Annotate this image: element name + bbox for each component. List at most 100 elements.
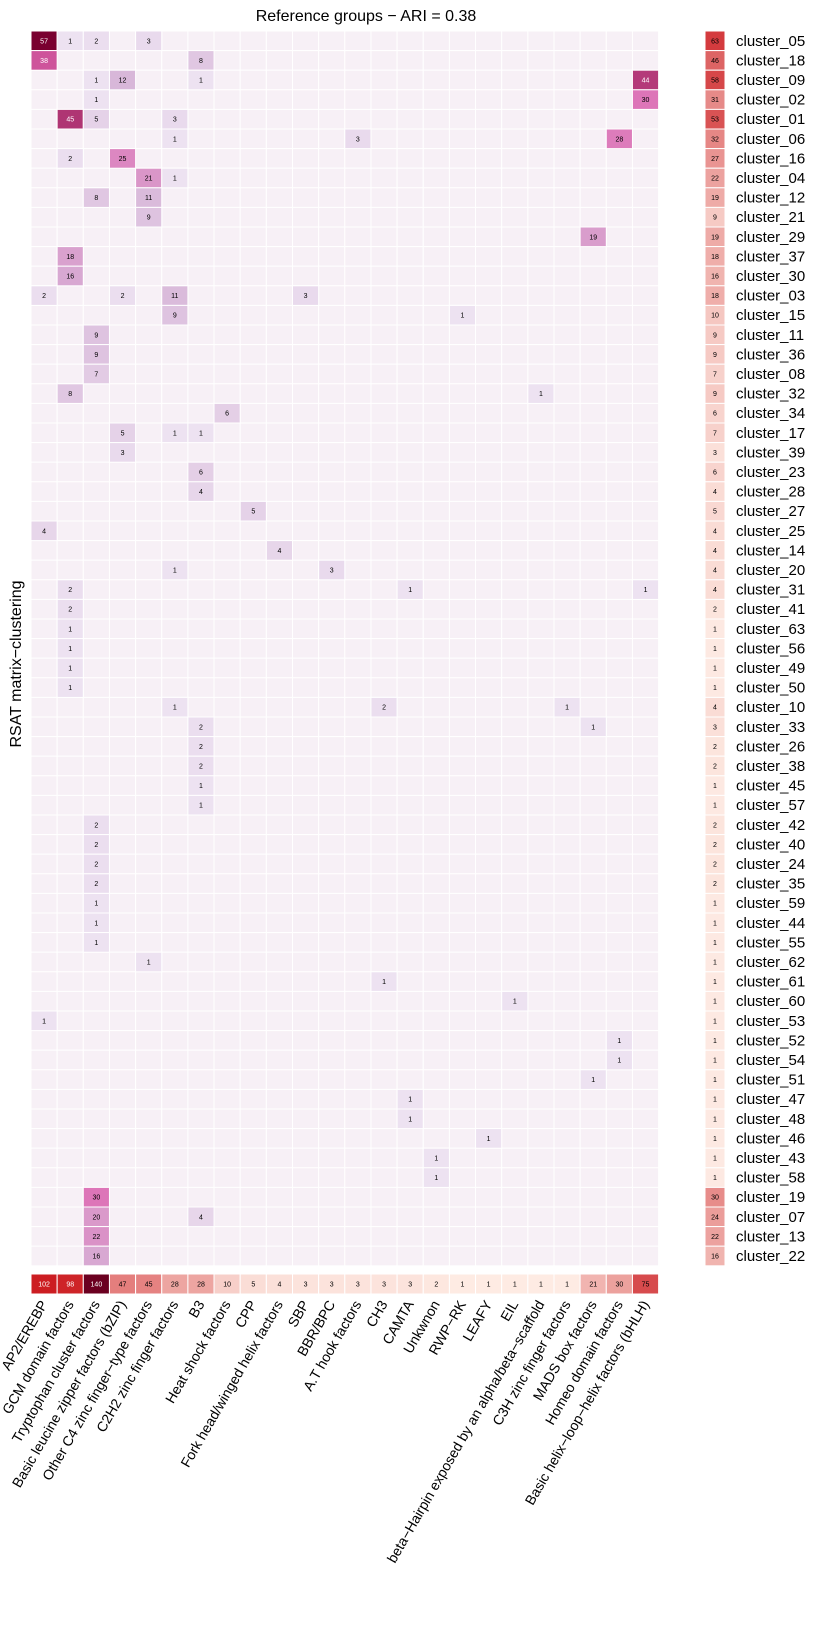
heatmap-cell-empty [56, 520, 84, 542]
heatmap-cell-empty [396, 638, 424, 659]
heatmap-cell-empty [370, 1088, 398, 1110]
heatmap-cell-empty [187, 853, 215, 875]
heatmap-cell-empty [318, 736, 346, 757]
row-totals-margin: 6346583153322722199191816181099796736454… [704, 30, 726, 1267]
heatmap-cell-empty [422, 30, 450, 52]
heatmap-cell-empty [213, 736, 241, 757]
heatmap-cell [56, 148, 84, 169]
heatmap-cell [579, 1069, 607, 1090]
heatmap-cell-empty [370, 128, 398, 150]
heatmap-cell-empty [501, 520, 529, 542]
heatmap-cell-empty [422, 363, 450, 385]
heatmap-cell-empty [213, 892, 241, 914]
heatmap-cell-empty [553, 1226, 581, 1247]
heatmap-cell-empty [213, 265, 241, 287]
heatmap-cell-empty [108, 304, 137, 326]
heatmap-cell-empty [292, 696, 320, 718]
heatmap-cell-empty [527, 951, 555, 973]
column-total-value: 21 [589, 1282, 597, 1289]
heatmap-cell-empty [501, 89, 529, 110]
heatmap-cell-empty [475, 873, 503, 894]
heatmap-cell-empty [448, 1245, 477, 1267]
heatmap-cell-empty [396, 912, 424, 934]
row-label: cluster_43 [736, 1150, 805, 1167]
heatmap-cell-empty [605, 383, 633, 404]
heatmap-cell-empty [265, 402, 294, 424]
heatmap-cell-value: 1 [565, 705, 569, 712]
heatmap-cell-empty [631, 50, 660, 71]
heatmap-cell-empty [605, 363, 633, 385]
row-total-value: 16 [711, 274, 719, 281]
heatmap-cell-empty [553, 1167, 581, 1188]
heatmap-cell-empty [56, 1167, 84, 1188]
heatmap-cell-empty [56, 794, 84, 816]
row-total-value: 27 [711, 156, 719, 163]
heatmap-cell-empty [318, 657, 346, 679]
heatmap-cell-empty [501, 1245, 529, 1267]
heatmap-cell-empty [30, 1128, 58, 1149]
heatmap-cell-empty [527, 442, 555, 463]
heatmap-cell-empty [265, 657, 294, 679]
heatmap-cell-value: 45 [66, 117, 74, 124]
heatmap-cell-empty [56, 932, 84, 953]
heatmap-cell-empty [396, 892, 424, 914]
heatmap-cell-empty [318, 1030, 346, 1051]
heatmap-cell-empty [396, 775, 424, 796]
heatmap-cell-empty [579, 951, 607, 973]
heatmap-cell-empty [396, 716, 424, 738]
heatmap-cell-empty [292, 834, 320, 855]
heatmap-cell-empty [135, 1147, 163, 1169]
heatmap-cell-empty [448, 422, 477, 444]
row-label: cluster_56 [736, 640, 805, 657]
heatmap-cell-empty [475, 657, 503, 679]
heatmap-cell-empty [292, 814, 320, 836]
heatmap-cell-empty [448, 324, 477, 346]
heatmap-cell-empty [239, 1147, 267, 1169]
heatmap-cell-empty [448, 108, 477, 130]
heatmap-cell-empty [318, 716, 346, 738]
heatmap-cell-empty [579, 853, 607, 875]
row-label: cluster_23 [736, 464, 805, 481]
heatmap-cell-empty [135, 990, 163, 1012]
heatmap-cell-empty [30, 618, 58, 640]
heatmap-cell-empty [108, 89, 137, 110]
heatmap-cell-empty [187, 500, 215, 522]
heatmap-cell-empty [448, 736, 477, 757]
heatmap-cell-value: 16 [92, 1254, 100, 1261]
heatmap-cell-empty [501, 794, 529, 816]
row-label: cluster_57 [736, 797, 805, 814]
heatmap-cell-empty [30, 912, 58, 934]
heatmap-cell-empty [553, 30, 581, 52]
heatmap-cell-empty [30, 716, 58, 738]
heatmap-cell-empty [30, 324, 58, 346]
heatmap-cell-empty [292, 853, 320, 875]
heatmap-cell-empty [396, 520, 424, 542]
heatmap-cell-empty [265, 422, 294, 444]
heatmap-cell-empty [82, 1069, 110, 1090]
heatmap-cell-empty [318, 304, 346, 326]
heatmap-cell-empty [187, 598, 215, 620]
heatmap-cell-empty [108, 892, 137, 914]
heatmap-cell-empty [579, 1128, 607, 1149]
heatmap-cell-empty [527, 1206, 555, 1228]
heatmap-cell-empty [579, 677, 607, 698]
heatmap-cell-empty [56, 461, 84, 483]
heatmap-cell-empty [448, 598, 477, 620]
heatmap-cell-empty [187, 128, 215, 150]
heatmap-cell-value: 3 [356, 136, 360, 143]
heatmap-cell-empty [475, 853, 503, 875]
heatmap-cell-empty [344, 1186, 372, 1208]
heatmap-cell-empty [265, 814, 294, 836]
heatmap-cell-empty [605, 579, 633, 600]
row-label: cluster_26 [736, 738, 805, 755]
heatmap-cell-empty [344, 1088, 372, 1110]
row-total-value: 30 [711, 1195, 719, 1202]
heatmap-cell-empty [553, 990, 581, 1012]
heatmap-cell-empty [239, 1167, 267, 1188]
heatmap-cell-empty [605, 500, 633, 522]
row-label: cluster_44 [736, 915, 805, 932]
heatmap-cell-value: 38 [40, 58, 48, 65]
heatmap-cell-empty [213, 481, 241, 502]
heatmap-cell-empty [501, 344, 529, 365]
